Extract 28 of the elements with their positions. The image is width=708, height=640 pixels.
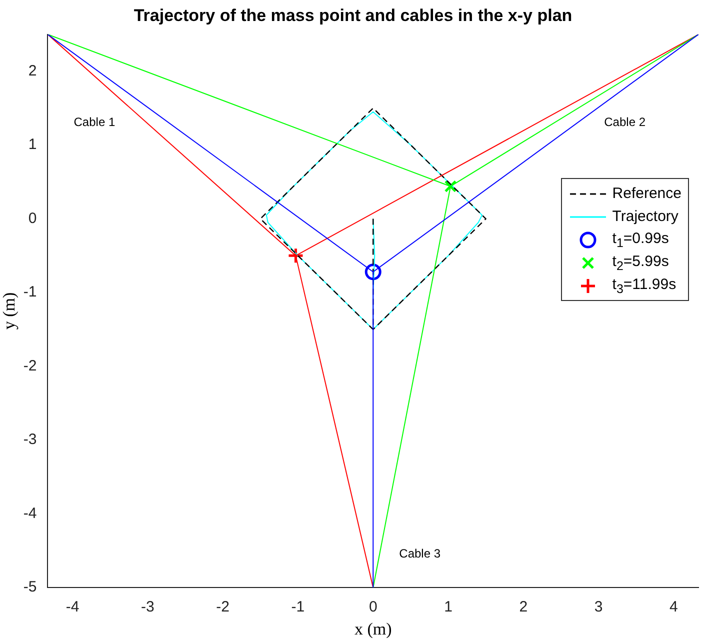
legend-label: t$_{2}$=5.99s — [612, 252, 669, 273]
y-tick-label: 1 — [28, 136, 37, 154]
x-tick-label: -2 — [216, 598, 230, 616]
legend-label: t$_{1}$=0.99s — [612, 230, 669, 250]
y-tick-label: -5 — [23, 578, 37, 596]
y-tick-label: -2 — [23, 357, 37, 374]
chart-title: Trajectory of the mass point and cables in the x-y plan — [134, 6, 572, 25]
y-tick-label: -4 — [23, 504, 37, 522]
y-tick-label: -3 — [23, 431, 37, 448]
y-axis-title: y (m) — [0, 292, 19, 330]
legend-label: Reference — [612, 185, 682, 202]
x-tick-label: 4 — [670, 598, 678, 616]
x-tick-label: 1 — [444, 598, 452, 616]
y-tick-label: -1 — [23, 284, 37, 301]
legend-label: Trajectory — [612, 208, 678, 226]
annotation: Cable 1 — [74, 115, 116, 130]
x-tick-label: -4 — [66, 598, 80, 616]
x-tick-label: -1 — [291, 598, 305, 616]
y-tick-label: 2 — [28, 62, 37, 80]
annotation: Cable 3 — [399, 546, 441, 561]
y-tick-label: 0 — [28, 210, 37, 227]
legend-label: t$_{3}$=11.99s — [612, 276, 676, 296]
x-tick-label: 2 — [519, 598, 528, 616]
x-tick-label: -3 — [141, 598, 154, 616]
annotation: Cable 2 — [604, 115, 646, 130]
x-axis-title: x (m) — [354, 619, 392, 638]
x-tick-label: 0 — [368, 598, 378, 616]
x-tick-label: 3 — [594, 598, 603, 616]
